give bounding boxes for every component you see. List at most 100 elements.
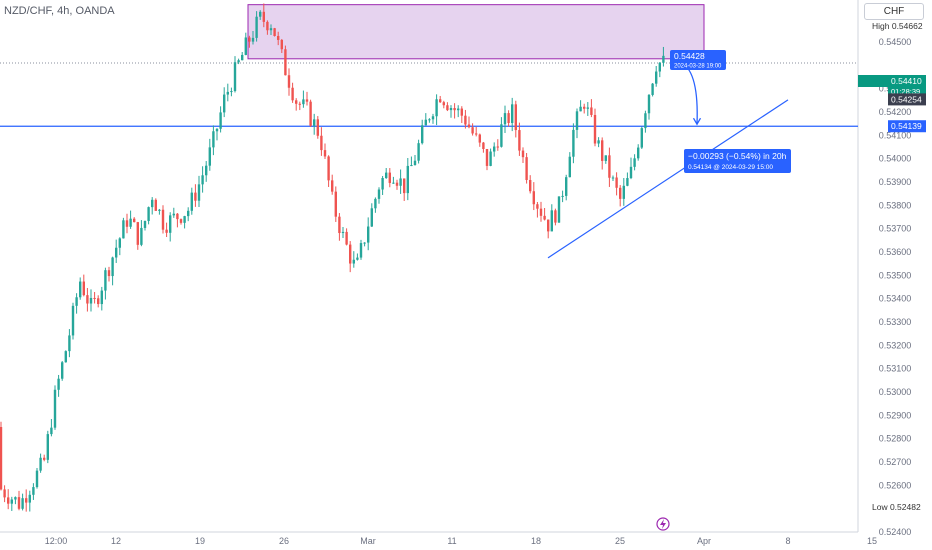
- candle-body: [107, 270, 111, 277]
- candle-body: [172, 213, 175, 216]
- candle: [572, 123, 575, 164]
- support-tag-bg: [888, 120, 926, 133]
- candle-body: [21, 498, 24, 509]
- y-tick-label: 0.53200: [879, 340, 912, 350]
- x-tick-label: 8: [785, 536, 790, 546]
- candle: [439, 95, 442, 103]
- candle-body: [255, 16, 258, 38]
- candle: [593, 108, 597, 147]
- candle: [262, 3, 265, 28]
- y-tick-label: 0.53600: [879, 247, 912, 257]
- candle-body: [608, 155, 611, 178]
- y-tick-label: 0.54000: [879, 154, 912, 164]
- candle-body: [496, 146, 499, 148]
- candle-body: [169, 215, 172, 233]
- candle-body: [514, 104, 517, 131]
- candle-body: [359, 243, 363, 258]
- candle: [251, 30, 255, 45]
- candle-body: [478, 134, 481, 143]
- candle-body: [223, 94, 226, 113]
- candle: [14, 496, 17, 505]
- candle-body: [75, 297, 78, 306]
- candle: [485, 148, 489, 171]
- candle: [89, 289, 93, 312]
- candle-body: [539, 208, 543, 216]
- candle: [215, 128, 219, 141]
- candle: [482, 141, 485, 153]
- candle-body: [593, 114, 597, 144]
- candle: [475, 126, 478, 137]
- candle-body: [500, 124, 503, 147]
- candle: [547, 219, 550, 239]
- currency-button[interactable]: CHF: [864, 3, 924, 20]
- candle-body: [219, 112, 222, 129]
- candle: [219, 106, 222, 133]
- candle-body: [403, 178, 406, 194]
- candle: [133, 217, 136, 223]
- candle-body: [489, 151, 492, 166]
- y-tick-label: 0.53500: [879, 270, 912, 280]
- candle-body: [637, 147, 640, 159]
- candle-body: [273, 28, 276, 36]
- ascending-trendline: [547, 99, 789, 259]
- y-tick-label: 0.54200: [879, 107, 912, 117]
- candle: [381, 176, 384, 195]
- candle-body: [316, 119, 319, 136]
- candle-body: [442, 102, 445, 106]
- candle: [111, 256, 114, 286]
- candle-body: [313, 119, 316, 126]
- symbol-tag-bg: [858, 75, 888, 87]
- candle-body: [388, 172, 391, 183]
- candle: [57, 374, 60, 397]
- candle-body: [338, 216, 341, 234]
- candle: [140, 220, 143, 247]
- y-tick-label: 0.52900: [879, 410, 912, 420]
- candle: [525, 152, 528, 184]
- candle-body: [327, 156, 330, 181]
- candle-body: [147, 207, 150, 222]
- candle: [579, 100, 582, 112]
- candle: [449, 105, 453, 118]
- candle: [399, 169, 402, 194]
- candle: [338, 213, 341, 241]
- candle-body: [233, 62, 237, 92]
- candle: [53, 385, 57, 430]
- candle: [75, 293, 78, 314]
- candle: [316, 116, 319, 139]
- lightning-icon[interactable]: [656, 517, 670, 531]
- candle: [158, 208, 161, 215]
- candle-body: [385, 172, 388, 179]
- candle: [21, 493, 24, 511]
- candle: [457, 105, 460, 118]
- arrow-head: [692, 117, 702, 126]
- candle: [280, 38, 283, 54]
- candle: [237, 58, 240, 65]
- candle: [359, 239, 363, 260]
- projection-change: −0.00293 (−0.54%) in 20h: [688, 151, 787, 161]
- candle-body: [212, 131, 215, 148]
- candle-body: [298, 103, 301, 105]
- low-tag-bg: [870, 501, 930, 513]
- candle: [640, 126, 643, 149]
- candle-body: [205, 165, 208, 176]
- candle: [385, 168, 388, 179]
- lightning-icon-ring: [656, 517, 670, 531]
- candle-body: [543, 215, 546, 220]
- candle: [93, 291, 96, 304]
- level-tag-bg: [888, 93, 926, 106]
- candle: [313, 113, 316, 135]
- candle: [496, 139, 499, 151]
- candle: [136, 221, 139, 250]
- candle: [201, 166, 204, 193]
- candle: [568, 152, 571, 178]
- candle: [536, 201, 539, 218]
- candle: [370, 203, 373, 228]
- candle-body: [557, 196, 561, 223]
- candle: [68, 329, 71, 358]
- candle-body: [626, 178, 629, 186]
- candle-body: [244, 37, 247, 55]
- candle-body: [43, 457, 46, 460]
- candle: [471, 123, 474, 136]
